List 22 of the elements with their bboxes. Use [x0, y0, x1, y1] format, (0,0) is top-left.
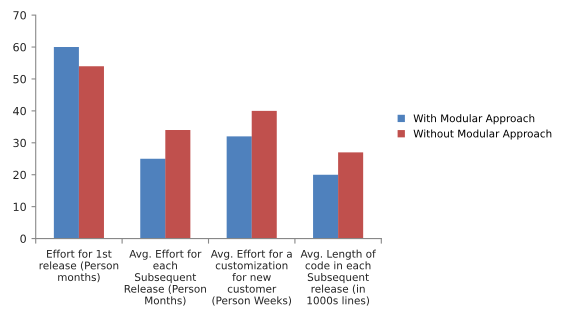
bar: [313, 174, 338, 239]
legend-label: Without Modular Approach: [414, 129, 552, 140]
y-tick-label: 40: [13, 106, 26, 116]
x-tick-label: Avg. Effort for a customization for new customer (Person Weeks): [210, 250, 292, 306]
y-tick-label: 20: [13, 170, 26, 180]
y-tick-label: 60: [13, 43, 26, 52]
x-tick-label: Effort for 1st release (Person months): [40, 250, 118, 282]
y-tick-label: 30: [13, 138, 26, 148]
y-tick-label: 70: [13, 11, 26, 20]
bar: [78, 66, 104, 239]
bar: [54, 47, 79, 239]
y-tick-label: 0: [20, 234, 26, 243]
bar: [252, 110, 277, 239]
legend-label: With Modular Approach: [414, 114, 534, 124]
bar: [338, 152, 364, 239]
y-tick-label: 10: [14, 202, 26, 212]
bar: [165, 130, 190, 239]
bar: [140, 158, 166, 239]
x-tick-label: Avg. Length of code in each Subsequent release (in 1000s lines): [300, 250, 376, 306]
x-tick-label: Avg. Effort for each Subsequent Release (Person Months): [124, 250, 206, 306]
y-tick-label: 50: [13, 74, 26, 84]
bar: [226, 136, 252, 239]
